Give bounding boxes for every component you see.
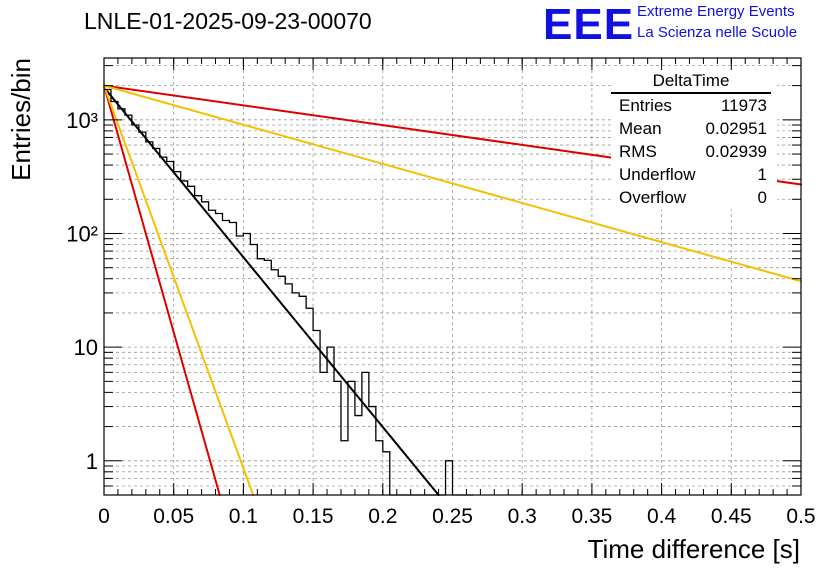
histogram-bin — [385, 451, 387, 453]
histogram-bin — [162, 156, 164, 158]
histogram-bin — [169, 160, 171, 162]
x-tick-label: 0.25 — [432, 505, 473, 528]
histogram-bin — [232, 221, 234, 223]
histogram-bin — [211, 209, 213, 211]
histogram-bin — [106, 88, 108, 90]
histogram-bin — [343, 440, 345, 442]
y-tick-label: 10 — [74, 335, 98, 360]
x-tick-label: 0.15 — [293, 505, 334, 528]
fit-line — [103, 84, 255, 496]
histogram-bin — [113, 100, 115, 102]
stats-label: Overflow — [619, 188, 687, 207]
stats-label: Underflow — [619, 165, 696, 184]
stats-value: 11973 — [720, 96, 767, 115]
fit-line — [103, 84, 802, 283]
histogram-bin — [253, 243, 255, 245]
histogram-bin — [378, 440, 380, 442]
stats-value: 1 — [757, 165, 767, 184]
stats-label: Entries — [619, 96, 672, 115]
histogram-bin — [225, 220, 227, 222]
x-tick-label: 0.1 — [229, 505, 258, 528]
x-tick-label: 0.4 — [647, 505, 677, 528]
y-axis-label: Entries/bin — [6, 58, 36, 181]
stats-label: RMS — [619, 142, 657, 161]
histogram-bin — [120, 108, 122, 110]
stats-row-overflow: Overflow 0 — [611, 186, 777, 209]
histogram-bin — [176, 171, 178, 173]
histogram-bin — [336, 380, 338, 382]
x-tick-label: 0.05 — [153, 505, 194, 528]
x-tick-label: 0.2 — [368, 505, 397, 528]
histogram-bin — [246, 232, 248, 234]
histogram-bin — [323, 371, 325, 373]
x-tick-label: 0 — [98, 505, 110, 528]
stats-value: 0.02939 — [705, 142, 767, 161]
chart-title: LNLE-01-2025-09-23-00070 — [84, 8, 372, 34]
histogram-bin — [134, 124, 136, 126]
stats-title: DeltaTime — [611, 70, 771, 94]
stats-row-rms: RMS 0.02939 — [611, 140, 777, 163]
stats-value: 0 — [757, 188, 767, 207]
histogram-line — [104, 88, 474, 496]
histogram-bin — [155, 147, 157, 149]
histogram-bin — [357, 415, 359, 417]
eee-logo: EEE — [543, 0, 635, 49]
stats-box: DeltaTime Entries 11973 Mean 0.02951 RMS… — [611, 70, 777, 209]
histogram-bin — [141, 131, 143, 133]
histogram-bin — [295, 292, 297, 294]
axis-ticks — [103, 58, 802, 496]
x-tick-label: 0.35 — [571, 505, 612, 528]
histogram-bin — [281, 275, 283, 277]
histogram-bin — [274, 269, 276, 271]
histogram-bin — [364, 371, 366, 373]
x-axis-label: Time difference [s] — [588, 534, 800, 564]
histogram-bin — [239, 235, 241, 237]
histogram-bin — [309, 307, 311, 309]
logo-caption-line2: La Scienza nelle Scuole — [637, 24, 798, 41]
x-tick-label: 0.45 — [711, 505, 752, 528]
histogram-bin — [316, 330, 318, 332]
y-tick-label: 10² — [66, 221, 98, 246]
histogram-bin — [148, 141, 150, 143]
histogram-steps — [104, 88, 474, 496]
histogram-bin — [350, 380, 352, 382]
histogram-bin — [204, 201, 206, 203]
histogram-bin — [330, 346, 332, 348]
histogram-bin — [183, 180, 185, 182]
y-tick-label: 1 — [86, 449, 98, 474]
x-tick-label: 0.5 — [786, 505, 815, 528]
histogram-bin — [448, 460, 450, 462]
y-tick-label: 10³ — [66, 108, 98, 133]
histogram-bin — [288, 283, 290, 285]
stats-row-underflow: Underflow 1 — [611, 163, 777, 186]
histogram-bin — [267, 259, 269, 261]
histogram-bin — [218, 212, 220, 214]
histogram-bin — [371, 406, 373, 408]
logo-caption-line1: Extreme Energy Events — [637, 3, 795, 20]
tick-labels: 0 0.05 0.1 0.15 0.2 0.25 0.3 0.35 0.4 0.45 0.51101… — [66, 108, 815, 528]
grid-lines — [104, 58, 801, 496]
histogram-bin — [197, 195, 199, 197]
stats-row-mean: Mean 0.02951 — [611, 117, 777, 140]
histogram-bin — [260, 258, 262, 260]
x-tick-label: 0.3 — [508, 505, 537, 528]
stats-value: 0.02951 — [705, 119, 767, 138]
fit-line — [103, 84, 221, 496]
histogram-bin — [127, 114, 129, 116]
stats-label: Mean — [619, 119, 662, 138]
stats-row-entries: Entries 11973 — [611, 94, 777, 117]
fit-line — [105, 89, 440, 496]
histogram-bin — [302, 295, 304, 297]
histogram-bin — [190, 185, 192, 187]
